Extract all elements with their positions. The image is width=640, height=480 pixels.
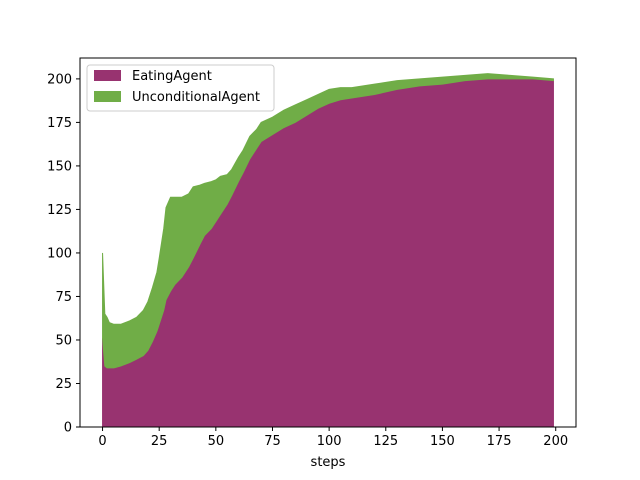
x-axis: 0 25 50 75 100 125 150 175 200: [98, 427, 568, 449]
x-tick-label: 100: [317, 434, 342, 449]
legend-swatch: [94, 91, 121, 102]
y-tick-label: 50: [55, 333, 72, 348]
x-tick-label: 125: [373, 434, 398, 449]
legend-label: UnconditionalAgent: [132, 90, 260, 105]
legend-swatch: [94, 70, 121, 81]
x-axis-label: steps: [311, 455, 346, 470]
y-tick-label: 200: [47, 72, 72, 87]
x-tick-label: 25: [151, 434, 168, 449]
x-tick-label: 150: [430, 434, 455, 449]
plot-frame: [79, 57, 577, 428]
y-tick-label: 125: [47, 203, 72, 218]
x-tick-label: 50: [208, 434, 225, 449]
y-tick-label: 25: [55, 377, 72, 392]
y-tick-label: 150: [47, 159, 72, 174]
x-tick-label: 0: [98, 434, 106, 449]
legend-label: EatingAgent: [132, 69, 212, 84]
y-tick-label: 75: [55, 290, 72, 305]
legend-box: [86, 64, 275, 112]
y-tick-label: 100: [47, 246, 72, 261]
y-tick-label: 0: [64, 421, 72, 436]
x-tick-label: 75: [264, 434, 281, 449]
y-tick-label: 175: [47, 116, 72, 131]
x-tick-label: 200: [543, 434, 568, 449]
area-series-unconditionalagent: [102, 73, 554, 369]
x-tick-label: 175: [487, 434, 512, 449]
y-axis: 0 25 50 75 100 125 150 175 200: [47, 72, 80, 436]
legend: EatingAgent UnconditionalAgent: [86, 64, 275, 112]
